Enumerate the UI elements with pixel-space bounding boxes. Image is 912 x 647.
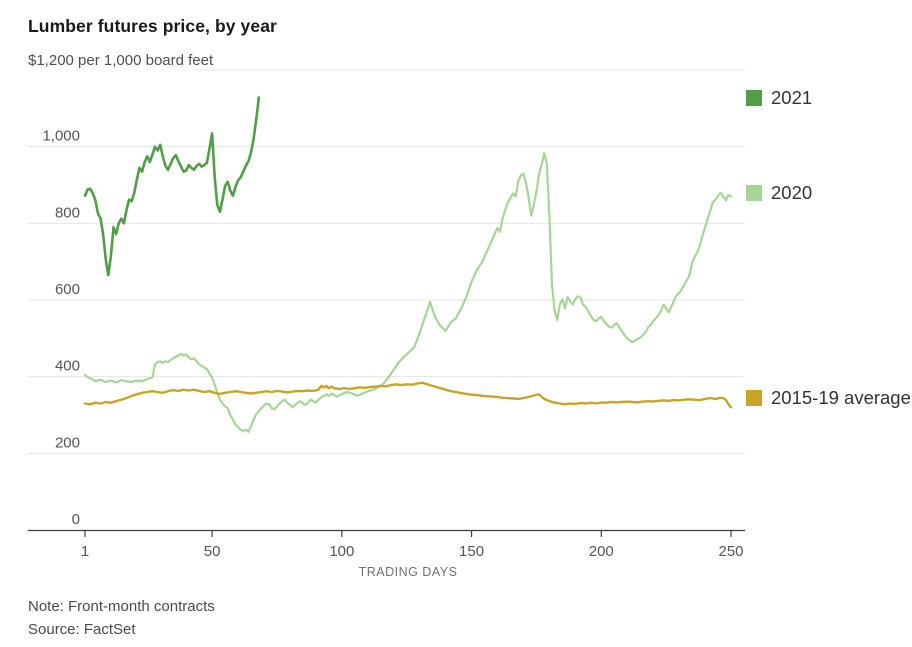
legend-item-2020: 2020: [746, 182, 812, 204]
legend: 2021 2020 2015-19 average: [746, 0, 912, 600]
x-tick-label-250: 250: [718, 543, 743, 560]
y-tick-label-600: 600: [55, 281, 80, 298]
y-tick-label-800: 800: [55, 204, 80, 221]
y-tick-label-1000: 1,000: [42, 128, 80, 145]
series-line-2021: [83, 96, 261, 277]
y-axis-labels: 0 200 400 600 800 1,000: [42, 128, 80, 528]
chart-source: Source: FactSet: [28, 621, 136, 638]
x-tick-label-1: 1: [81, 543, 89, 560]
legend-item-2015-19-average: 2015-19 average: [746, 387, 911, 409]
x-tick-label-150: 150: [459, 543, 484, 560]
legend-swatch-2020: [746, 185, 762, 201]
legend-label-2020: 2020: [771, 182, 813, 203]
legend-item-2021: 2021: [746, 87, 812, 109]
series-line-2015-19-average: [83, 381, 733, 409]
series-lines: [83, 96, 733, 433]
x-tick-label-200: 200: [589, 543, 614, 560]
legend-swatch-2021: [746, 90, 762, 106]
y-tick-label-200: 200: [55, 434, 80, 451]
y-tick-label-0: 0: [72, 511, 80, 528]
chart-unit-label: $1,200 per 1,000 board feet: [28, 52, 214, 69]
x-axis-title: TRADING DAYS: [359, 565, 458, 579]
legend-label-2021: 2021: [771, 87, 813, 108]
chart-title: Lumber futures price, by year: [28, 16, 277, 36]
series-line-2020: [83, 152, 733, 433]
legend-swatch-2015-19-average: [746, 390, 762, 406]
chart-note: Note: Front-month contracts: [28, 598, 215, 615]
x-tick-label-100: 100: [329, 543, 354, 560]
y-tick-label-400: 400: [55, 358, 80, 375]
x-tick-label-50: 50: [204, 543, 221, 560]
legend-label-2015-19-average: 2015-19 average: [771, 387, 911, 408]
gridlines: [28, 69, 745, 454]
